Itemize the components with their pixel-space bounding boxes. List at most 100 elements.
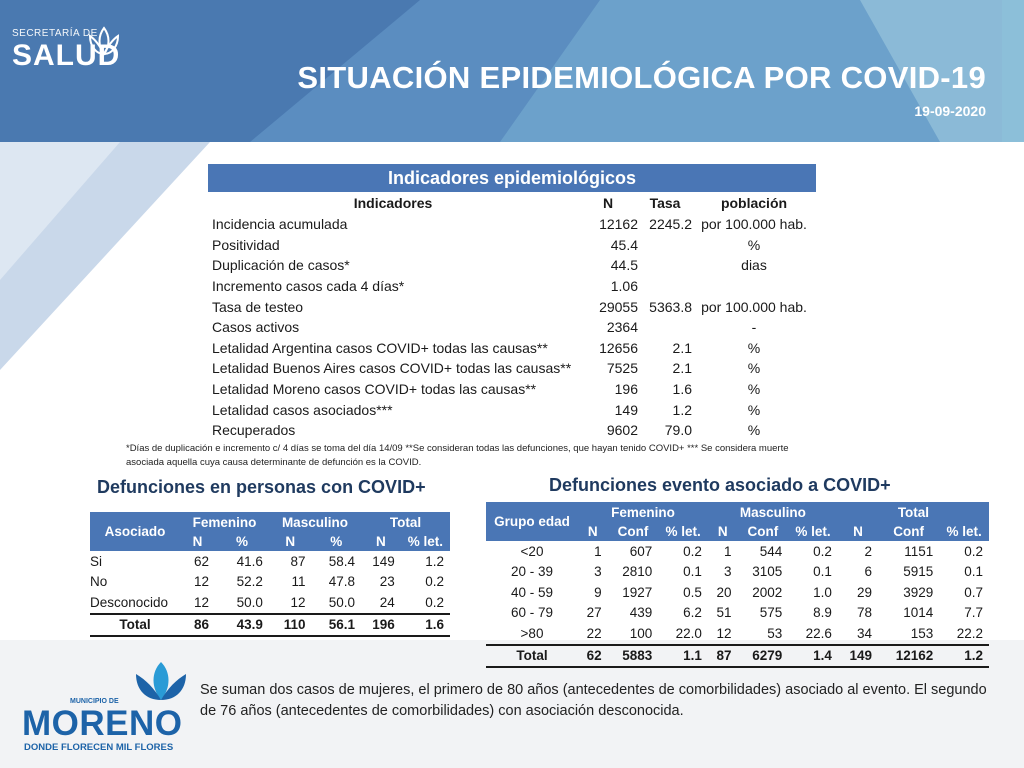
indicator-label: Letalidad Moreno casos COVID+ todas las … xyxy=(212,381,537,398)
def-evento-total-cell: 87 xyxy=(707,643,738,668)
indicator-n: 1.06 xyxy=(610,278,638,295)
def-evento-total-cell: 1.1 xyxy=(658,643,708,668)
indicator-tasa xyxy=(638,255,692,276)
def-personas-cell: 87 xyxy=(290,553,306,569)
def-evento-row: 60 - 79 27 439 6.2 51 575 8.9 78 1014 7.7 xyxy=(486,603,989,624)
def-evento-cell: 22.0 xyxy=(675,625,702,641)
indicator-row: Letalidad Argentina casos COVID+ todas l… xyxy=(208,338,816,359)
def-personas-title: Defunciones en personas con COVID+ xyxy=(97,477,426,497)
indicator-poblacion: - xyxy=(751,319,757,336)
logo-secretaria-text: SECRETARÍA DE xyxy=(12,28,98,39)
def-personas-subheader-row: N% N% N% let. xyxy=(90,532,450,551)
def-evento-cell: 544 xyxy=(759,543,783,559)
indicator-poblacion xyxy=(692,276,816,297)
indicator-tasa: 5363.8 xyxy=(649,298,692,315)
indicators-band-title: Indicadores epidemiológicos xyxy=(208,164,816,192)
def-evento-total-cell: 12162 xyxy=(878,643,940,668)
def-evento-cell: 100 xyxy=(629,625,653,641)
def-evento-group-row: Grupo edad Femenino Masculino Total xyxy=(486,502,989,541)
footnote-line-1: *Días de duplicación e incremento c/ 4 d… xyxy=(126,443,789,454)
indicator-poblacion: dias xyxy=(741,257,767,274)
indicator-label: Letalidad Buenos Aires casos COVID+ toda… xyxy=(212,360,572,377)
def-personas-row: Si 62 41.6 87 58.4 149 1.2 xyxy=(90,551,450,572)
def-evento-cell: 2810 xyxy=(622,564,653,580)
def-personas-total-label: Total xyxy=(90,612,180,637)
def-evento-cell: 78 xyxy=(856,605,873,621)
def-evento-subheader: Conf xyxy=(878,522,940,541)
def-personas-group-femenino: Femenino xyxy=(180,512,269,532)
def-evento-group-masculino: Masculino xyxy=(707,502,838,522)
def-evento-subheader: % let. xyxy=(658,522,708,541)
indicator-tasa: 1.2 xyxy=(672,401,692,418)
def-evento-cell: 8.9 xyxy=(813,605,832,621)
def-evento-cell: 3105 xyxy=(752,564,783,580)
def-personas-row-label: Si xyxy=(90,553,103,569)
def-personas-cell: 1.2 xyxy=(425,553,444,569)
indicator-tasa: 79.0 xyxy=(664,422,692,439)
def-personas-table: Asociado Femenino Masculino Total N% N% N%… xyxy=(90,512,450,637)
def-evento-cell: 22.2 xyxy=(956,625,983,641)
def-evento-cell: 607 xyxy=(629,543,653,559)
moreno-logo-main: MORENO xyxy=(22,704,183,743)
def-personas-cell: 58.4 xyxy=(328,553,355,569)
indicator-poblacion: % xyxy=(747,401,761,418)
def-personas-subheader: % let. xyxy=(400,532,450,551)
def-personas-total-cell: 110 xyxy=(268,612,312,637)
indicator-row: Duplicación de casos* 44.5 dias xyxy=(208,255,816,276)
indicators-footnote: *Días de duplicación e incremento c/ 4 d… xyxy=(126,442,886,470)
indicator-poblacion: por 100.000 hab. xyxy=(701,216,807,233)
def-personas-col-asociado: Asociado xyxy=(90,512,180,551)
indicator-n: 29055 xyxy=(599,298,638,315)
def-evento-total-row: Total 62 5883 1.1 87 6279 1.4 149 12162 1.2 xyxy=(486,643,989,668)
def-personas-cell: 12 xyxy=(194,594,210,610)
indicators-panel: Indicadores epidemiológicos Indicadores … xyxy=(208,164,816,441)
def-evento-total-cell: 6279 xyxy=(737,643,789,668)
indicator-poblacion: % xyxy=(747,422,761,439)
def-evento-subheader: Conf xyxy=(607,522,659,541)
indicator-label: Letalidad Argentina casos COVID+ todas l… xyxy=(212,339,548,356)
def-evento-row-label: 40 - 59 xyxy=(510,584,554,600)
def-personas-group-masculino: Masculino xyxy=(268,512,361,532)
moreno-logo-top: MUNICIPIO DE xyxy=(70,698,119,705)
def-evento-cell: 0.2 xyxy=(964,543,983,559)
def-evento-row: 40 - 59 9 1927 0.5 20 2002 1.0 29 3929 0.7 xyxy=(486,582,989,603)
def-evento-subheader-row: N Conf% let. N Conf% let. N Conf% let. xyxy=(486,522,989,541)
indicator-n: 7525 xyxy=(606,360,638,377)
def-evento-cell: 1.0 xyxy=(813,584,832,600)
indicator-n: 12162 xyxy=(599,216,638,233)
indicators-header-row: Indicadores N Tasa población xyxy=(208,192,816,214)
indicator-n: 44.5 xyxy=(610,257,638,274)
indicator-tasa xyxy=(638,317,692,338)
def-personas-cell: 62 xyxy=(194,553,210,569)
def-personas-total-cell: 56.1 xyxy=(311,612,361,637)
def-evento-cell: 6 xyxy=(864,564,873,580)
def-evento-cell: 3929 xyxy=(903,584,934,600)
def-evento-cell: 0.1 xyxy=(813,564,832,580)
def-personas-cell: 50.0 xyxy=(328,594,355,610)
def-evento-cell: 34 xyxy=(856,625,873,641)
def-evento-cell: 0.2 xyxy=(683,543,702,559)
indicator-n: 2364 xyxy=(606,319,638,336)
def-evento-row-label: >80 xyxy=(520,625,544,641)
def-evento-cell: 0.1 xyxy=(683,564,702,580)
indicator-tasa: 1.6 xyxy=(672,381,692,398)
def-personas-total-row: Total 86 43.9 110 56.1 196 1.6 xyxy=(90,612,450,637)
def-personas-row: No 12 52.2 11 47.8 23 0.2 xyxy=(90,572,450,593)
def-evento-title: Defunciones evento asociado a COVID+ xyxy=(549,475,891,495)
def-personas-total-cell: 196 xyxy=(360,612,401,637)
def-evento-cell: 2 xyxy=(864,543,873,559)
indicator-row: Incidencia acumulada 12162 2245.2 por 100.0… xyxy=(208,214,816,235)
def-evento-subheader: % let. xyxy=(788,522,838,541)
indicator-n: 196 xyxy=(614,381,638,398)
def-evento-total-cell: 1.2 xyxy=(939,643,989,668)
def-personas-total-cell: 86 xyxy=(180,612,216,637)
def-evento-cell: 6.2 xyxy=(683,605,702,621)
def-personas-subheader: % xyxy=(311,532,361,551)
def-evento-cell: 29 xyxy=(856,584,873,600)
def-evento-cell: 575 xyxy=(759,605,783,621)
def-personas-cell: 0.2 xyxy=(425,594,444,610)
def-personas-cell: 11 xyxy=(291,574,306,590)
def-evento-cell: 12 xyxy=(716,625,732,641)
def-evento-cell: 51 xyxy=(716,605,732,621)
def-evento-group-total: Total xyxy=(837,502,989,522)
